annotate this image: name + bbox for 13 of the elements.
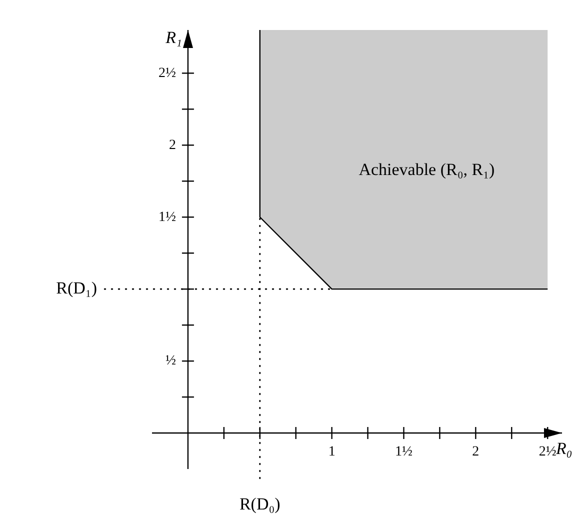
- y-axis-title: R₁: [164, 28, 182, 47]
- x-axis-title: R₀: [555, 438, 572, 458]
- x-tick-label: 1½: [395, 444, 413, 460]
- y-tick-label: 2: [168, 138, 176, 153]
- y-tick-label: ½: [165, 354, 176, 369]
- y-tick-label: 2½: [158, 66, 176, 81]
- x-tick-label: 1: [328, 444, 336, 460]
- x-tick-label: 2½: [538, 444, 556, 460]
- x-tick-label: 2: [472, 444, 480, 460]
- ref-line-label: R(D₁): [56, 278, 97, 298]
- annotation: Achievable (R₀, R₁): [358, 160, 495, 179]
- y-tick-label: 1½: [158, 210, 176, 225]
- ref-line-label: R(D₀): [239, 494, 280, 514]
